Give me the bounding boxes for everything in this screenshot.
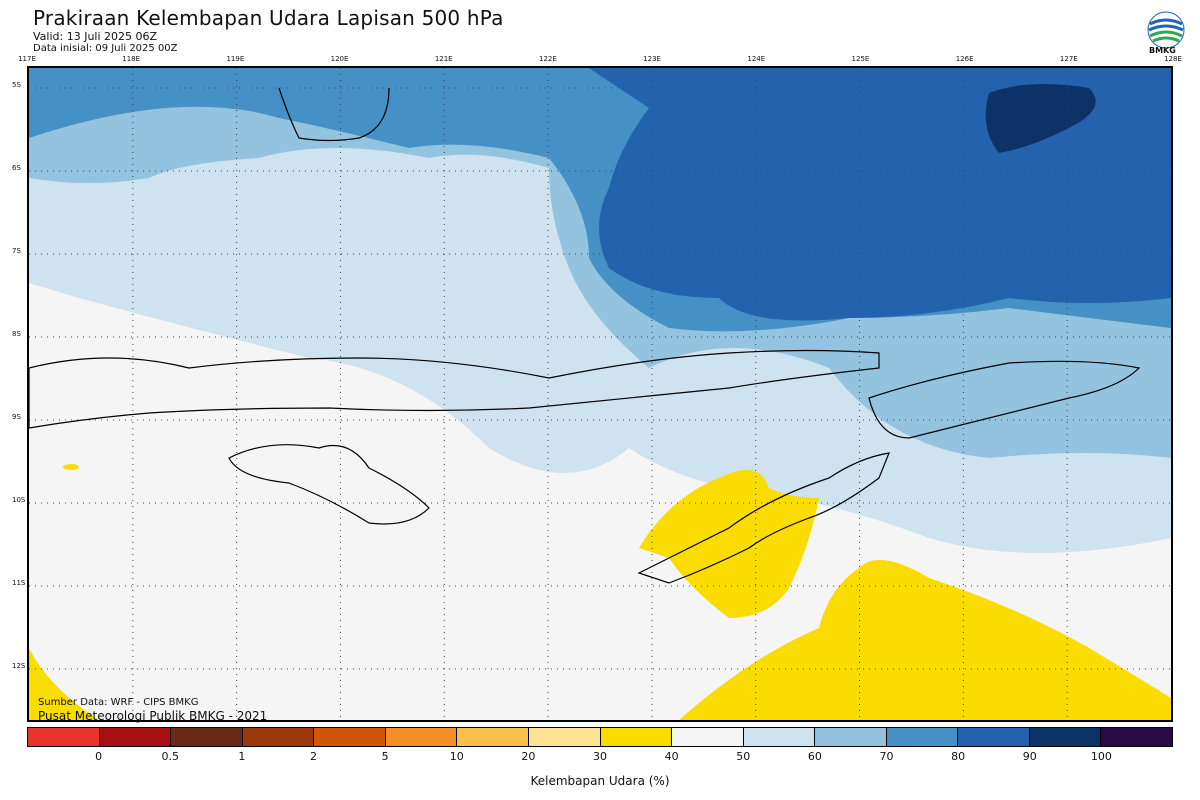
coastlines (29, 87, 1141, 584)
colorbar-swatch (99, 728, 172, 746)
humidity-zone-max (985, 84, 1096, 153)
colorbar-tick: 80 (951, 750, 966, 763)
logo-text: BMKG (1149, 46, 1176, 55)
colorbar-swatch (672, 728, 744, 746)
sulawesi-coast (278, 87, 390, 142)
colorbar-tick: 0.5 (161, 750, 180, 763)
colorbar-swatch (242, 728, 315, 746)
latitude-label: 12S (12, 662, 26, 670)
longitude-label: 128E (1164, 55, 1182, 63)
colorbar (27, 727, 1173, 747)
colorbar-tick: 30 (593, 750, 607, 763)
colorbar-swatch (457, 728, 529, 746)
humidity-map-canvas (29, 68, 1171, 720)
dry-spot (63, 464, 79, 470)
longitude-label: 126E (955, 55, 974, 63)
colorbar-tick: 60 (807, 750, 822, 763)
latitude-label: 9S (12, 413, 21, 421)
colorbar-tick: 50 (736, 750, 751, 763)
colorbar-tick: 0 (95, 750, 103, 763)
colorbar-swatch (600, 728, 673, 746)
publisher-credit: Pusat Meteorologi Publik BMKG - 2021 (38, 709, 268, 723)
latitude-label: 8S (12, 330, 21, 338)
dry-zone-east (679, 560, 1171, 720)
colorbar-tick: 90 (1022, 750, 1037, 763)
grid-lines (29, 68, 1171, 720)
dry-zone-timor (639, 470, 819, 618)
colorbar-tick: 1 (238, 750, 246, 763)
valid-time: Valid: 13 Juli 2025 06Z (33, 30, 158, 43)
colorbar-swatch (1029, 728, 1102, 746)
flores-sumbawa-island (29, 349, 880, 429)
colorbar-swatch (743, 728, 816, 746)
colorbar-swatch (815, 728, 887, 746)
colorbar-swatch (171, 728, 243, 746)
colorbar-swatch (886, 728, 959, 746)
latitude-label: 7S (12, 247, 21, 255)
colorbar-tick: 2 (310, 750, 317, 763)
timor-island (637, 452, 890, 584)
latitude-label: 10S (12, 496, 26, 504)
longitude-label: 127E (1059, 55, 1078, 63)
page-title: Prakiraan Kelembapan Udara Lapisan 500 h… (33, 6, 504, 30)
colorbar-tick: 40 (664, 750, 679, 763)
data-initial-time: Data inisial: 09 Juli 2025 00Z (33, 43, 178, 54)
longitude-label: 121E (434, 55, 453, 63)
colorbar-swatch (528, 728, 601, 746)
humidity-map (27, 66, 1173, 722)
bmkg-logo-icon (1147, 11, 1185, 49)
wetar-coast (868, 360, 1141, 439)
latitude-label: 5S (12, 81, 21, 89)
longitude-label: 124E (747, 55, 766, 63)
longitude-label: 123E (643, 55, 661, 63)
colorbar-swatch (314, 728, 386, 746)
colorbar-swatch (28, 728, 100, 746)
colorbar-title: Kelembapan Udara (%) (530, 774, 670, 788)
sumba-island (228, 444, 430, 525)
longitude-label: 120E (330, 55, 349, 63)
colorbar-tick: 100 (1090, 750, 1112, 763)
colorbar-tick: 5 (381, 750, 389, 763)
colorbar-swatch (1101, 728, 1172, 746)
colorbar-tick: 20 (521, 750, 536, 763)
dry-zone-southwest (29, 648, 99, 720)
colorbar-swatch (385, 728, 458, 746)
longitude-label: 118E (122, 55, 141, 63)
longitude-label: 117E (18, 55, 36, 63)
longitude-label: 119E (226, 55, 245, 63)
data-source-credit: Sumber Data: WRF - CIPS BMKG (38, 697, 199, 708)
longitude-label: 122E (539, 55, 557, 63)
latitude-label: 6S (12, 164, 21, 172)
longitude-label: 125E (851, 55, 870, 63)
latitude-label: 11S (12, 579, 26, 587)
colorbar-tick: 10 (449, 750, 464, 763)
colorbar-tick: 70 (879, 750, 894, 763)
colorbar-swatch (958, 728, 1030, 746)
